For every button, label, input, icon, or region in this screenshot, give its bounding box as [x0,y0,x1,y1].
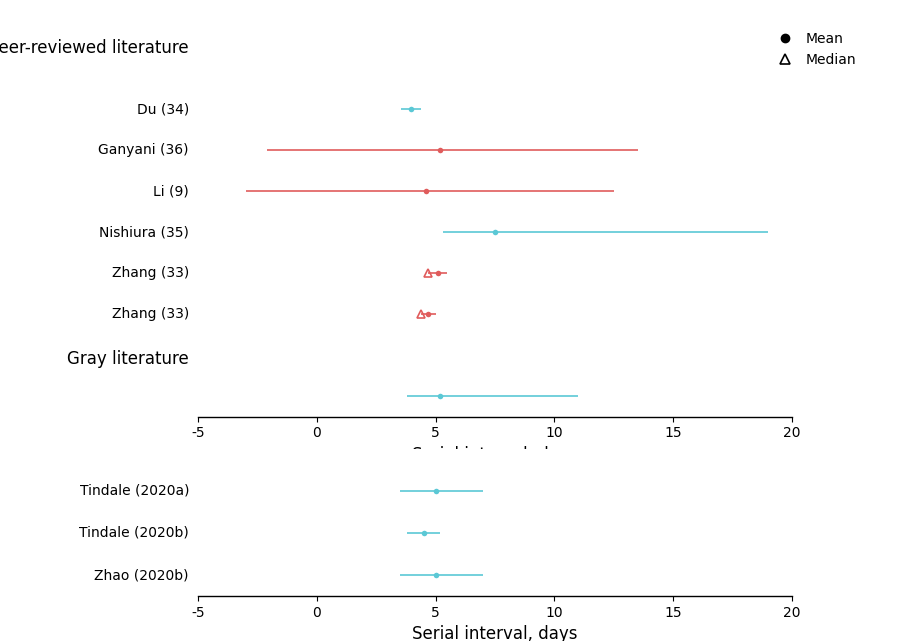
Text: Li (9): Li (9) [153,185,189,198]
Text: Nishiura (35): Nishiura (35) [99,225,189,239]
X-axis label: Serial interval, days: Serial interval, days [412,446,578,464]
Text: Gray literature: Gray literature [68,350,189,369]
Text: Zhao (2020b): Zhao (2020b) [94,568,189,582]
Text: Tindale (2020a): Tindale (2020a) [79,484,189,498]
Legend: Mean, Median: Mean, Median [766,26,862,72]
Text: Zhang (33): Zhang (33) [112,266,189,280]
Text: Tindale (2020b): Tindale (2020b) [79,526,189,540]
Text: Peer-reviewed literature: Peer-reviewed literature [0,39,189,57]
Text: Du (34): Du (34) [137,103,189,117]
Text: Ganyani (36): Ganyani (36) [98,144,189,157]
Text: Zhang (33): Zhang (33) [112,307,189,321]
X-axis label: Serial interval, days: Serial interval, days [412,626,578,641]
